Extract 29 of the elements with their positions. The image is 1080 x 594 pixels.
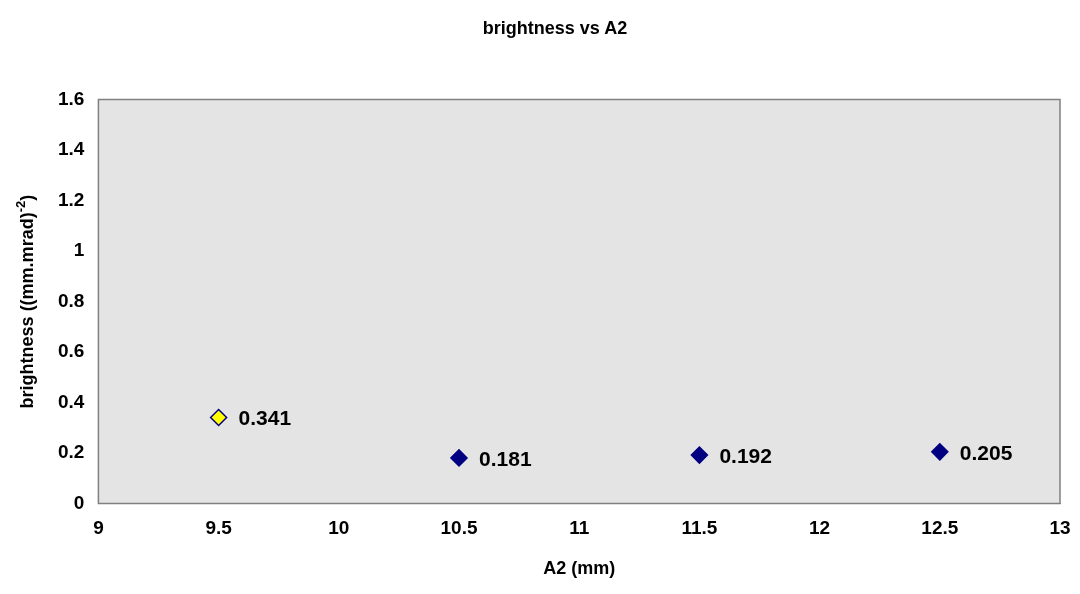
y-tick-label: 1 [73,239,85,261]
x-tick-label: 12.5 [921,517,959,539]
data-label: 0.341 [238,406,292,430]
x-axis-title: A2 (mm) [543,558,616,579]
point [690,446,709,464]
x-tick-label: 11.5 [681,517,718,539]
y-tick-label: 1.4 [57,138,85,160]
y-tick-label: 0.6 [57,340,85,362]
data-label: 0.205 [959,440,1013,464]
x-tick-label: 13 [1049,517,1071,539]
y-tick-label: 0.2 [57,441,85,463]
point [931,443,949,461]
point [209,408,228,427]
y-tick-label: 0.4 [57,390,85,412]
y-tick-label: 0 [73,491,85,513]
x-tick-label: 10.5 [440,517,478,539]
data-label: 0.181 [479,446,532,470]
y-axis-title: brightness ((mm.mrad)-2) [12,194,37,409]
x-tick-label: 9 [93,517,104,539]
x-tick-label: 12 [809,517,831,539]
chart-title: brightness vs A2 [482,17,628,38]
point [450,449,468,467]
y-tick-label: 0.8 [57,289,85,311]
x-tick-label: 10 [328,517,350,539]
y-tick-label: 1.2 [57,188,85,210]
y-tick-label: 1.6 [57,87,85,109]
x-tick-label: 9.5 [205,517,233,539]
data-label: 0.192 [719,443,772,467]
x-tick-label: 11 [569,517,590,539]
